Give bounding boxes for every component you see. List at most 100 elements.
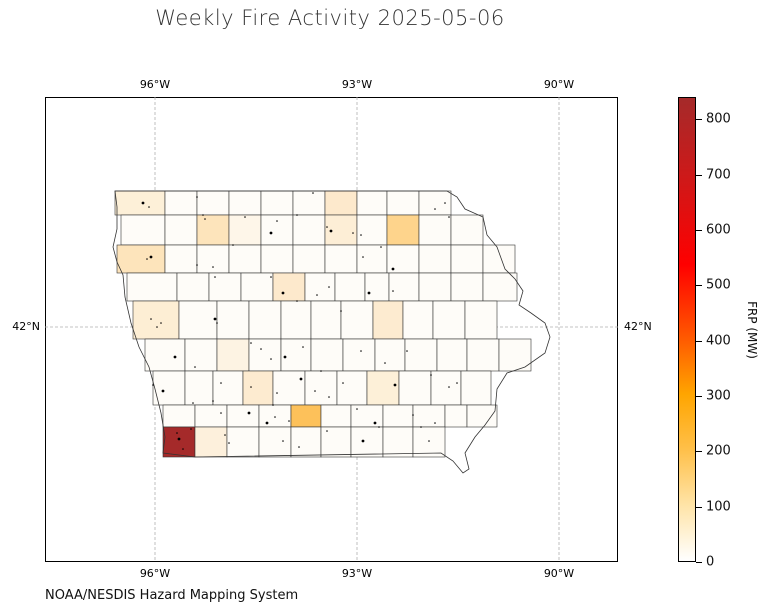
county bbox=[176, 272, 210, 302]
county bbox=[178, 300, 218, 340]
county bbox=[356, 244, 388, 274]
lon-tick-top-93: 93°W bbox=[341, 78, 373, 91]
fire-detection-point bbox=[269, 231, 273, 235]
colorbar-tick-label: 600 bbox=[706, 222, 731, 238]
fire-detection-point bbox=[190, 428, 192, 430]
county bbox=[372, 300, 404, 340]
fire-detection-point bbox=[434, 422, 436, 424]
county bbox=[114, 190, 166, 216]
colorbar-tick-mark bbox=[696, 229, 702, 231]
fire-detection-point bbox=[298, 446, 300, 448]
iowa-county-map bbox=[45, 97, 618, 562]
county bbox=[418, 244, 452, 274]
county bbox=[386, 190, 420, 216]
county bbox=[248, 300, 282, 340]
county bbox=[324, 214, 358, 246]
map-title: Weekly Fire Activity 2025-05-06 bbox=[155, 6, 505, 30]
county bbox=[258, 426, 292, 458]
fire-detection-point bbox=[182, 448, 184, 450]
fire-detection-point bbox=[216, 322, 218, 324]
fire-detection-point bbox=[288, 420, 290, 422]
county bbox=[162, 404, 196, 428]
colorbar-tick-label: 400 bbox=[706, 333, 731, 349]
colorbar-tick-mark bbox=[696, 340, 702, 342]
colorbar-tick-label: 700 bbox=[706, 167, 731, 182]
county bbox=[272, 370, 306, 406]
fire-detection-point bbox=[428, 440, 430, 442]
fire-detection-point bbox=[328, 396, 330, 398]
fire-detection-point bbox=[196, 264, 198, 266]
county bbox=[436, 338, 468, 372]
county bbox=[350, 404, 384, 428]
colorbar-tick-label: 300 bbox=[706, 388, 731, 404]
county bbox=[260, 244, 294, 274]
fire-detection-point bbox=[314, 390, 316, 392]
fire-detection-point bbox=[141, 201, 145, 205]
colorbar-tick-label: 100 bbox=[706, 499, 731, 515]
county bbox=[226, 404, 260, 428]
fire-detection-point bbox=[356, 408, 358, 410]
fire-detection-point bbox=[173, 355, 177, 359]
fire-detection-point bbox=[320, 370, 322, 372]
county bbox=[466, 404, 498, 428]
county bbox=[242, 370, 274, 406]
fire-detection-point bbox=[213, 317, 217, 321]
fire-detection-point bbox=[326, 226, 328, 228]
fire-detection-point bbox=[360, 234, 362, 236]
county bbox=[340, 300, 374, 340]
fire-detection-point bbox=[220, 382, 222, 384]
source-credit: NOAA/NESDIS Hazard Mapping System bbox=[45, 588, 299, 603]
county bbox=[418, 190, 452, 216]
fire-detection-point bbox=[312, 192, 314, 194]
fire-detection-point bbox=[149, 255, 153, 259]
fire-detection-point bbox=[367, 291, 371, 295]
county bbox=[228, 190, 262, 216]
iowa-state-outline bbox=[112, 190, 551, 474]
fire-detection-point bbox=[260, 348, 262, 350]
county bbox=[212, 370, 244, 406]
county bbox=[412, 426, 446, 458]
county bbox=[152, 370, 186, 406]
fire-detection-point bbox=[329, 229, 333, 233]
county bbox=[404, 338, 438, 372]
county bbox=[216, 338, 250, 372]
county bbox=[430, 370, 462, 406]
county bbox=[272, 272, 306, 302]
colorbar-tick-mark bbox=[696, 119, 702, 121]
county bbox=[324, 244, 358, 274]
county bbox=[116, 244, 166, 274]
county bbox=[320, 404, 352, 428]
fire-detection-point bbox=[274, 416, 276, 418]
county bbox=[350, 426, 384, 458]
county bbox=[228, 214, 262, 246]
county bbox=[304, 272, 336, 302]
fire-detection-point bbox=[340, 310, 342, 312]
county bbox=[412, 404, 446, 428]
fire-detection-point bbox=[378, 426, 380, 428]
county bbox=[228, 244, 262, 274]
fire-detection-point bbox=[420, 426, 422, 428]
fire-detection-point bbox=[352, 232, 354, 234]
colorbar-title: FRP (MW) bbox=[745, 301, 759, 359]
county bbox=[324, 190, 358, 216]
county bbox=[280, 300, 312, 340]
county bbox=[194, 426, 228, 458]
county bbox=[310, 300, 342, 340]
fire-detection-point bbox=[247, 411, 251, 415]
county bbox=[382, 404, 414, 428]
fire-detection-point bbox=[202, 214, 204, 216]
fire-detection-point bbox=[220, 412, 222, 414]
fire-detection-point bbox=[393, 383, 397, 387]
county bbox=[432, 300, 466, 340]
fire-detection-point bbox=[176, 432, 178, 434]
county bbox=[460, 370, 492, 406]
county bbox=[248, 338, 282, 372]
fire-detection-point bbox=[192, 402, 194, 404]
county bbox=[240, 272, 274, 302]
fire-detection-point bbox=[265, 421, 269, 425]
fire-detection-point bbox=[204, 218, 206, 220]
fire-detection-point bbox=[434, 208, 436, 210]
county bbox=[482, 244, 516, 274]
colorbar-tick-mark bbox=[696, 562, 702, 563]
colorbar-tick-mark bbox=[696, 451, 702, 453]
